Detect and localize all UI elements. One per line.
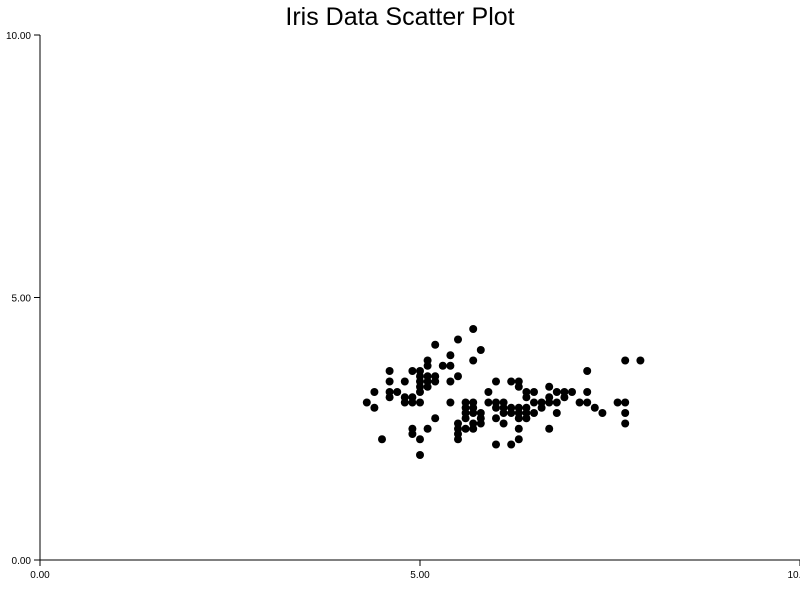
- data-point: [613, 398, 622, 407]
- data-point: [590, 403, 599, 412]
- data-point: [431, 377, 440, 386]
- data-point: [499, 398, 508, 407]
- data-point: [454, 335, 462, 344]
- data-point: [431, 340, 440, 349]
- y-tick-label: 0.00: [12, 556, 32, 567]
- data-point: [461, 398, 470, 407]
- data-point: [492, 440, 500, 449]
- data-point: [492, 377, 500, 386]
- data-point: [476, 419, 485, 428]
- data-point: [530, 398, 538, 407]
- data-point: [416, 398, 424, 407]
- data-point: [416, 388, 424, 396]
- data-point: [408, 424, 417, 433]
- data-point: [446, 361, 455, 370]
- data-point: [446, 398, 455, 407]
- data-point: [621, 419, 630, 428]
- data-point: [507, 409, 516, 417]
- data-point: [408, 393, 417, 402]
- data-point: [469, 356, 478, 365]
- data-point: [514, 435, 523, 444]
- data-point: [499, 419, 508, 428]
- x-tick-label: 10.00: [787, 570, 800, 581]
- data-point: [522, 393, 531, 402]
- data-point: [423, 377, 432, 386]
- data-point: [583, 367, 592, 375]
- data-point: [408, 367, 417, 375]
- y-tick-label: 10.00: [6, 31, 31, 42]
- data-point: [598, 409, 607, 417]
- chart-title: Iris Data Scatter Plot: [285, 3, 515, 31]
- data-point: [484, 398, 493, 407]
- data-point: [492, 414, 500, 423]
- data-point: [583, 388, 592, 396]
- data-point: [530, 388, 538, 396]
- data-point: [507, 440, 516, 449]
- data-point: [575, 398, 584, 407]
- data-point: [545, 382, 554, 391]
- data-point: [583, 398, 592, 407]
- data-point: [416, 451, 424, 459]
- data-point: [370, 403, 379, 412]
- data-point: [621, 356, 630, 365]
- data-point: [385, 367, 394, 375]
- data-point: [446, 377, 455, 386]
- data-point: [469, 424, 478, 433]
- data-point: [476, 409, 485, 417]
- data-point: [461, 424, 470, 433]
- data-point: [385, 377, 394, 386]
- data-point: [552, 409, 561, 417]
- data-point: [423, 356, 432, 365]
- data-point: [552, 388, 561, 396]
- x-tick-label: 0.00: [30, 570, 50, 581]
- data-point: [461, 409, 470, 417]
- data-point: [568, 388, 576, 396]
- data-point: [370, 388, 379, 396]
- data-point: [431, 414, 440, 423]
- data-point: [476, 346, 485, 354]
- data-point: [492, 398, 500, 407]
- data-point: [400, 377, 409, 386]
- data-point: [393, 388, 402, 396]
- data-point: [636, 356, 645, 365]
- data-point: [385, 388, 394, 396]
- data-point: [552, 398, 561, 407]
- data-point: [484, 388, 493, 396]
- data-point: [378, 435, 386, 444]
- data-point: [621, 398, 630, 407]
- data-point: [537, 398, 546, 407]
- data-point: [438, 361, 447, 370]
- axes: 0.00 5.00 10.00 0.00 5.00 10.00: [6, 31, 800, 581]
- data-point: [522, 409, 531, 417]
- data-point: [514, 377, 523, 386]
- data-point: [400, 393, 409, 402]
- data-point: [545, 398, 554, 407]
- data-point: [530, 409, 538, 417]
- data-point: [446, 351, 455, 360]
- data-point: [423, 424, 432, 433]
- data-point: [514, 424, 523, 433]
- data-point: [545, 424, 554, 433]
- data-point: [362, 398, 371, 407]
- data-points: [362, 325, 645, 459]
- data-point: [454, 372, 462, 381]
- data-point: [469, 325, 478, 333]
- data-point: [469, 403, 478, 412]
- data-point: [514, 409, 523, 417]
- data-point: [507, 377, 516, 386]
- data-point: [621, 409, 630, 417]
- data-point: [416, 435, 424, 444]
- data-point: [454, 419, 462, 428]
- data-point: [416, 372, 424, 381]
- y-tick-label: 5.00: [12, 294, 32, 305]
- x-tick-label: 5.00: [410, 570, 430, 581]
- data-point: [560, 388, 569, 396]
